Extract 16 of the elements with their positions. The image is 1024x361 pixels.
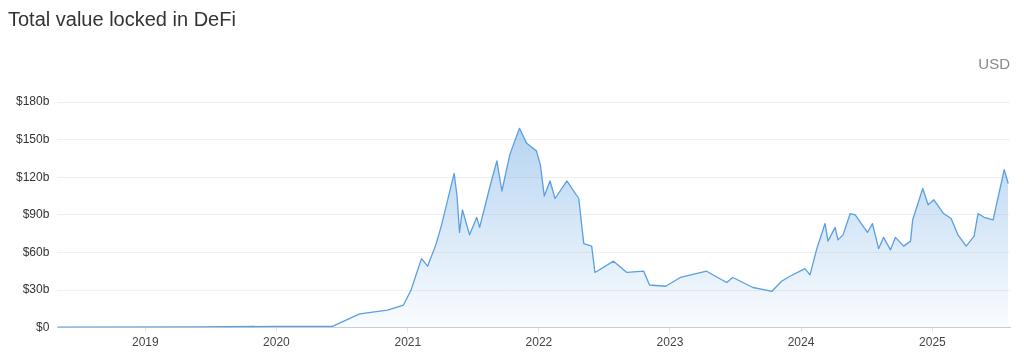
y-tick-label: $0 — [36, 319, 50, 334]
x-tick-label: 2019 — [131, 335, 160, 350]
x-tick-label: 2022 — [525, 335, 553, 350]
chart-title: Total value locked in DeFi — [8, 7, 236, 30]
y-tick-label: $90b — [22, 207, 50, 222]
x-tick-label: 2025 — [919, 335, 947, 350]
x-tick-label: 2020 — [263, 335, 291, 350]
y-tick-label: $180b — [15, 94, 50, 109]
text: USD — [978, 54, 1011, 72]
x-tick-label: 2024 — [787, 335, 815, 350]
y-tick-label: $60b — [22, 244, 50, 259]
y-tick-label: $150b — [15, 131, 50, 146]
x-tick-label: 2021 — [394, 335, 422, 350]
y-tick-label: $30b — [22, 282, 50, 297]
y-tick-label: $120b — [15, 169, 50, 184]
x-tick-label: 2023 — [656, 335, 684, 350]
